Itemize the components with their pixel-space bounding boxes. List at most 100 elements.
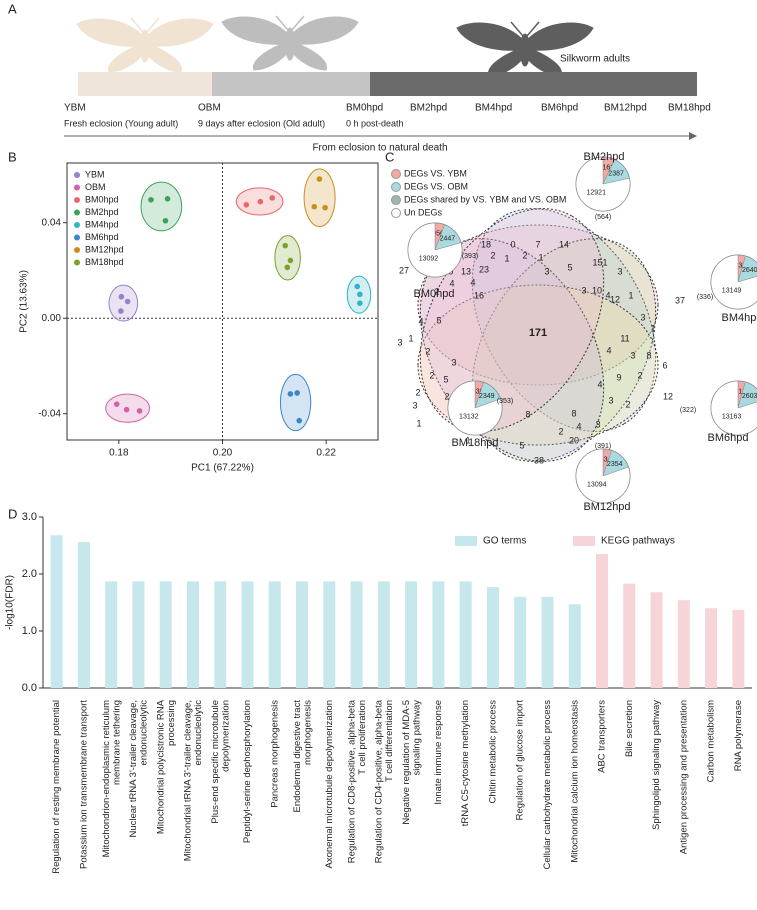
bar — [241, 581, 254, 688]
legend-label: Un DEGs — [404, 207, 443, 217]
venn-count: 2 — [558, 426, 563, 436]
bar — [568, 604, 581, 688]
venn-diagram: 1712718071415121219132335344161031237254… — [391, 151, 757, 513]
bar — [186, 581, 199, 688]
x-tick-label: Mitochondrion-endoplasmic reticulummembr… — [100, 700, 121, 857]
venn-count: 8 — [571, 408, 576, 418]
x-tick-label: Plus-end specific microtubuledepolymeriz… — [210, 700, 231, 824]
stage-label: BM18hpd — [668, 103, 711, 114]
venn-count: 18 — [481, 239, 491, 249]
x-tick-label: Regulation of glucose import — [515, 700, 526, 821]
timeline-segment — [78, 72, 212, 96]
x-tick-label: Regulation of CD4-positive, alpha-betaT … — [373, 699, 394, 863]
venn-count: 4 — [470, 277, 475, 287]
x-tick-label: Chitin metabolic process — [487, 700, 498, 804]
unique-count: (564) — [595, 214, 611, 221]
point — [162, 217, 169, 224]
venn-count: 37 — [675, 295, 685, 305]
bar — [596, 554, 609, 688]
venn-count: 1 — [408, 333, 413, 343]
venn-count: 12 — [610, 294, 620, 304]
venn-count: 8 — [646, 350, 651, 360]
bar — [432, 581, 445, 688]
venn-set — [471, 238, 657, 462]
pie-label: 2349 — [479, 393, 495, 400]
x-tick-label: Regulation of CD8-positive, alpha-betaT … — [346, 699, 367, 863]
pie-label: 838 — [472, 388, 484, 395]
set-label: BM12hpd — [583, 501, 630, 513]
moth-icon — [456, 21, 594, 77]
y-axis-label: PC2 (13.63%) — [19, 270, 30, 333]
x-tick-label: 0.22 — [316, 448, 336, 459]
venn-count: 1 — [538, 252, 543, 262]
legend-swatch — [74, 234, 80, 241]
bar — [214, 581, 227, 688]
timeline-segment — [370, 72, 697, 96]
venn-count: 14 — [559, 239, 569, 249]
x-tick-label: Cellular carbohydrate metabolic process — [542, 700, 553, 870]
stage-label: BM12hpd — [604, 103, 647, 114]
unique-count: (391) — [595, 443, 611, 450]
bar — [514, 596, 527, 688]
bar — [677, 600, 690, 688]
stage-label: BM4hpd — [475, 103, 512, 114]
point — [284, 264, 291, 271]
bar — [323, 581, 336, 688]
point — [296, 417, 303, 424]
stage-label: YBM — [64, 103, 86, 114]
pie-label: 2640 — [742, 267, 757, 274]
bar — [486, 587, 499, 688]
pie-label: 730 — [734, 262, 746, 269]
legend-swatch — [74, 184, 80, 191]
bar — [268, 581, 281, 688]
venn-count: 4 — [605, 290, 610, 300]
venn-count: 3 — [451, 357, 456, 367]
x-tick-label: ABC transporters — [597, 700, 608, 773]
pie-wedge — [575, 448, 631, 504]
bar — [377, 581, 390, 688]
group-ellipse — [108, 284, 139, 322]
x-tick-label: Antigen processing and presentation — [678, 700, 689, 854]
arrow-label: From eclosion to natural death — [312, 143, 447, 154]
bar — [105, 581, 118, 688]
venn-count: 1 — [504, 253, 509, 263]
stage-label: OBM — [198, 103, 221, 114]
legend-swatch — [391, 208, 401, 218]
panel-label: D — [8, 506, 17, 521]
bar — [350, 581, 363, 688]
venn-count: 5 — [443, 374, 448, 384]
y-tick-label: -0.04 — [38, 408, 61, 419]
pie-label: 713 — [734, 388, 746, 395]
legend-swatch — [74, 209, 80, 216]
moth-icon — [221, 15, 359, 71]
venn-count: 38 — [534, 455, 544, 465]
y-axis-label: -log10(FDR) — [5, 575, 16, 630]
set-label: BM6hpd — [708, 432, 749, 444]
unique-count: (336) — [697, 294, 713, 301]
venn-count: 2 — [425, 346, 430, 356]
pie-wedge — [407, 222, 463, 278]
x-tick-label: Axonemal microtubule depolymerization — [324, 700, 335, 868]
x-tick-label: Regulation of resting membrane potential — [51, 700, 62, 874]
y-tick-label: 3.0 — [22, 511, 37, 523]
venn-count: 13 — [461, 266, 471, 276]
venn-count: 4 — [606, 345, 611, 355]
legend-swatch — [391, 182, 401, 192]
bar — [541, 596, 554, 688]
point — [282, 242, 289, 249]
legend-swatch — [74, 197, 80, 203]
point — [294, 390, 300, 396]
venn-count: 3 — [617, 266, 622, 276]
bar — [705, 608, 718, 688]
venn-count: 7 — [535, 239, 540, 249]
venn-set — [419, 208, 605, 432]
legend-label: DEGs VS. YBM — [404, 168, 467, 178]
venn-count: 2 — [434, 286, 439, 296]
legend-swatch — [74, 259, 80, 266]
venn-count: 3 — [412, 400, 417, 410]
venn-count: 3 — [595, 419, 600, 429]
bar — [459, 581, 472, 688]
venn-count: 12 — [663, 391, 673, 401]
point — [316, 176, 323, 182]
